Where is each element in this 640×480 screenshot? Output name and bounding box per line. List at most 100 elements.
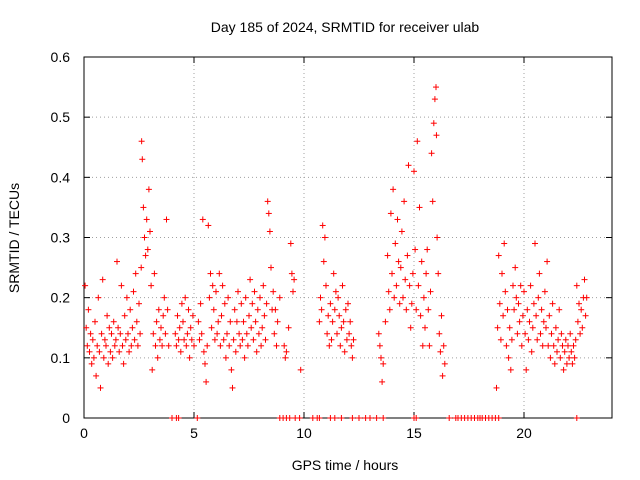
- data-point: [287, 240, 294, 247]
- data-point: [574, 318, 581, 325]
- data-point: [402, 276, 409, 283]
- data-point: [240, 318, 247, 325]
- data-point: [82, 282, 89, 289]
- data-point: [258, 342, 265, 349]
- y-tick-label: 0: [62, 410, 70, 426]
- data-point: [207, 270, 214, 277]
- data-point: [339, 282, 346, 289]
- y-tick-label: 0.3: [51, 230, 71, 246]
- data-point: [327, 300, 334, 307]
- data-point: [558, 330, 565, 337]
- y-tick-labels: 0 0.1 0.2 0.3 0.4 0.5 0.6: [51, 49, 71, 426]
- data-points: [82, 84, 590, 421]
- data-point: [417, 312, 424, 319]
- data-point: [250, 336, 257, 343]
- data-point: [144, 246, 151, 253]
- data-point: [349, 354, 356, 361]
- data-point: [563, 360, 570, 367]
- data-point: [373, 415, 380, 421]
- data-point: [95, 294, 102, 301]
- data-point: [108, 330, 115, 337]
- data-point: [120, 360, 127, 367]
- data-point: [296, 415, 303, 421]
- data-point: [232, 348, 239, 355]
- data-point: [433, 132, 440, 139]
- data-point: [148, 282, 155, 289]
- data-point: [200, 348, 207, 355]
- data-point: [527, 282, 534, 289]
- data-point: [243, 330, 250, 337]
- data-point: [237, 342, 244, 349]
- data-point: [422, 324, 428, 331]
- data-point: [104, 312, 111, 319]
- y-axis-label: SRMTID / TECUs: [6, 183, 22, 293]
- data-point: [427, 288, 434, 295]
- data-point: [536, 270, 543, 277]
- data-point: [524, 306, 531, 313]
- data-point: [145, 186, 152, 193]
- data-point: [514, 330, 521, 337]
- data-point: [281, 342, 288, 349]
- data-point: [525, 336, 532, 343]
- data-point: [198, 330, 205, 337]
- data-point: [181, 336, 188, 343]
- data-point: [273, 342, 280, 349]
- data-point: [493, 384, 500, 391]
- data-point: [106, 324, 113, 331]
- data-point: [183, 342, 190, 349]
- data-point: [288, 270, 295, 277]
- data-point: [247, 276, 254, 283]
- data-point: [434, 234, 441, 241]
- data-point: [290, 288, 296, 295]
- data-point: [90, 354, 97, 361]
- data-point: [557, 354, 564, 361]
- data-point: [162, 330, 169, 337]
- data-point: [122, 336, 129, 343]
- data-point: [408, 300, 415, 307]
- x-tick-label: 5: [190, 425, 198, 441]
- data-point: [503, 342, 510, 349]
- data-point: [532, 240, 538, 247]
- data-point: [216, 270, 223, 277]
- data-point: [429, 198, 436, 205]
- data-point: [141, 234, 148, 241]
- data-point: [248, 324, 255, 331]
- data-point: [260, 282, 267, 289]
- data-point: [497, 336, 504, 343]
- data-point: [88, 360, 95, 367]
- data-point: [342, 306, 349, 313]
- data-point: [390, 186, 397, 193]
- x-tick-labels: 0 5 10 15 20: [80, 425, 532, 441]
- data-point: [416, 204, 423, 211]
- data-point: [505, 354, 512, 361]
- data-point: [321, 234, 328, 241]
- data-point: [337, 342, 344, 349]
- data-point: [401, 198, 408, 205]
- data-point: [297, 366, 304, 373]
- data-point: [566, 354, 573, 361]
- data-point: [143, 216, 150, 223]
- x-tick-label: 0: [80, 425, 88, 441]
- data-point: [394, 216, 401, 223]
- data-point: [376, 342, 383, 349]
- data-point: [184, 330, 191, 337]
- data-point: [356, 415, 362, 421]
- data-point: [126, 348, 133, 355]
- data-point: [202, 360, 208, 367]
- data-point: [131, 336, 138, 343]
- data-point: [130, 288, 137, 295]
- data-point: [375, 330, 382, 337]
- y-tick-label: 0.6: [51, 49, 71, 65]
- data-point: [283, 348, 290, 355]
- y-tick-label: 0.5: [51, 109, 71, 125]
- data-point: [547, 354, 554, 361]
- data-point: [100, 354, 107, 361]
- data-point: [266, 228, 273, 235]
- data-point: [530, 300, 537, 307]
- data-point: [501, 240, 508, 247]
- data-point: [176, 324, 183, 331]
- data-point: [226, 342, 233, 349]
- data-point: [285, 324, 292, 331]
- data-point: [329, 318, 336, 325]
- data-point: [332, 288, 339, 295]
